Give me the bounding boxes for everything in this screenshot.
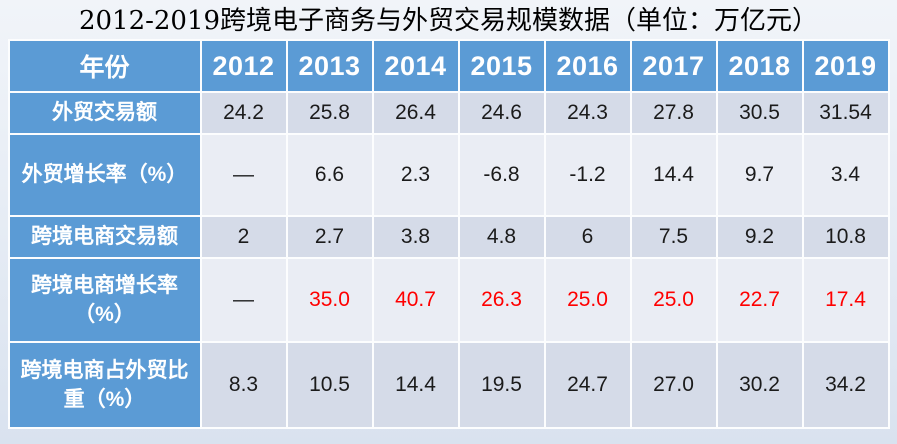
table-cell: 27.0 — [631, 343, 716, 427]
table-cell: -1.2 — [545, 135, 630, 215]
table-cell: 30.2 — [717, 343, 802, 427]
table-body: 外贸交易额 24.2 25.8 26.4 24.6 24.3 27.8 30.5 31.54 外贸… — [9, 93, 888, 427]
table-cell: 10.5 — [287, 343, 372, 427]
row-label: 跨境电商交易额 — [9, 217, 200, 257]
table-cell: 25.0 — [631, 259, 716, 341]
table-cell: 24.6 — [459, 93, 544, 133]
table-row: 外贸增长率（%） —6.6 2.3 -6.8 -1.2 14.4 9.7 3.4 — [9, 135, 888, 215]
table-cell: 8.3 — [201, 343, 286, 427]
table-cell: 2 — [201, 217, 286, 257]
table-cell: 24.2 — [201, 93, 286, 133]
table-cell: 17.4 — [803, 259, 888, 341]
table-cell: 10.8 — [803, 217, 888, 257]
table-cell: 31.54 — [803, 93, 888, 133]
table-cell: 24.7 — [545, 343, 630, 427]
table-cell: 40.7 — [373, 259, 458, 341]
table-row: 跨境电商交易额 2 2.7 3.8 4.8 6 7.5 9.2 10.8 — [9, 217, 888, 257]
year-header-2012: 2012 — [201, 41, 286, 91]
table-cell: 3.8 — [373, 217, 458, 257]
year-column-header: 年份 — [9, 41, 200, 91]
data-table: 年份 2012 2013 2014 2015 2016 2017 2018 2019 外贸交易… — [7, 39, 890, 429]
table-cell: 30.5 — [717, 93, 802, 133]
table-row: 跨境电商占外贸比重（%） 8.3 10.5 14.4 19.5 24.7 27.0 30.2 3… — [9, 343, 888, 427]
year-header-2013: 2013 — [287, 41, 372, 91]
table-cell: 2.3 — [373, 135, 458, 215]
table-cell: 9.7 — [717, 135, 802, 215]
year-header-2016: 2016 — [545, 41, 630, 91]
table-cell: 35.0 — [287, 259, 372, 341]
table-cell: 3.4 — [803, 135, 888, 215]
table-cell: 24.3 — [545, 93, 630, 133]
table-cell: 22.7 — [717, 259, 802, 341]
table-cell: -6.8 — [459, 135, 544, 215]
table-cell: 6 — [545, 217, 630, 257]
table-row: 跨境电商增长率（%） —35.0 40.7 26.3 25.0 25.0 22.7 17.4 — [9, 259, 888, 341]
year-header-2018: 2018 — [717, 41, 802, 91]
table-cell: 25.0 — [545, 259, 630, 341]
row-label: 外贸交易额 — [9, 93, 200, 133]
page-title: 2012-2019跨境电子商务与外贸交易规模数据（单位：万亿元） — [78, 6, 819, 36]
table-cell: 6.6 — [287, 135, 372, 215]
year-header-2014: 2014 — [373, 41, 458, 91]
table-cell: — — [201, 135, 286, 215]
table-row: 外贸交易额 24.2 25.8 26.4 24.6 24.3 27.8 30.5 31.54 — [9, 93, 888, 133]
table-cell: 4.8 — [459, 217, 544, 257]
table-cell: 34.2 — [803, 343, 888, 427]
table-cell: 9.2 — [717, 217, 802, 257]
year-header-2015: 2015 — [459, 41, 544, 91]
row-label: 跨境电商占外贸比重（%） — [9, 343, 200, 427]
table-cell: 2.7 — [287, 217, 372, 257]
table-cell: 14.4 — [373, 343, 458, 427]
row-label: 外贸增长率（%） — [9, 135, 200, 215]
table-cell: 26.3 — [459, 259, 544, 341]
table-cell: 27.8 — [631, 93, 716, 133]
table-cell: — — [201, 259, 286, 341]
table-cell: 19.5 — [459, 343, 544, 427]
table-cell: 7.5 — [631, 217, 716, 257]
table-cell: 26.4 — [373, 93, 458, 133]
year-header-2019: 2019 — [803, 41, 888, 91]
year-header-2017: 2017 — [631, 41, 716, 91]
row-label: 跨境电商增长率（%） — [9, 259, 200, 341]
table-header-row: 年份 2012 2013 2014 2015 2016 2017 2018 2019 — [9, 41, 888, 91]
table-cell: 14.4 — [631, 135, 716, 215]
table-cell: 25.8 — [287, 93, 372, 133]
